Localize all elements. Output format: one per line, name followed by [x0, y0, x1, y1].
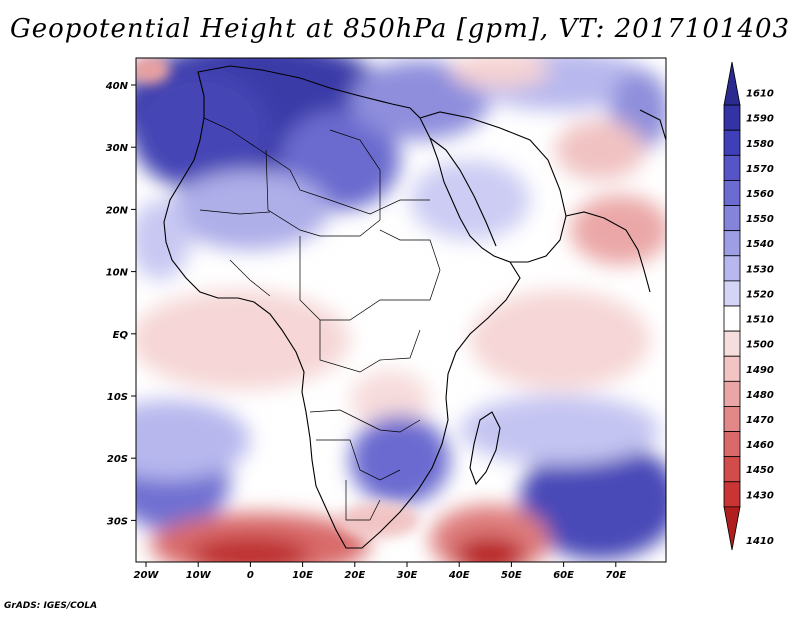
colorbar-swatch	[723, 481, 741, 508]
y-tick-label: EQ	[113, 330, 129, 341]
y-tick-label: 20N	[106, 205, 129, 216]
colorbar-swatch	[723, 431, 741, 458]
colorbar-label: 1480	[746, 390, 774, 401]
y-tick-label: 10N	[106, 268, 129, 279]
colorbar-label: 1520	[746, 289, 774, 300]
colorbar-swatch	[723, 355, 741, 382]
colorbar-label: 1530	[746, 264, 774, 275]
colorbar-label: 1470	[746, 415, 774, 426]
grads-credit: GrADS: IGES/COLA	[4, 601, 98, 611]
y-tick-label: 30N	[106, 143, 129, 154]
colorbar-label: 1560	[746, 189, 774, 200]
x-tick-label: 30E	[397, 570, 418, 581]
colorbar-label: 1450	[746, 465, 774, 476]
x-tick-label: 10W	[186, 570, 212, 581]
y-tick-label: 20S	[107, 454, 128, 465]
colorbar-swatch	[723, 61, 741, 106]
colorbar-label: 1610	[746, 89, 774, 100]
plot-frame	[135, 57, 667, 563]
colorbar-label: 1580	[746, 139, 774, 150]
x-tick-label: 20W	[134, 570, 160, 581]
height-field	[136, 58, 666, 562]
x-tick-label: 70E	[605, 570, 626, 581]
colorbar-label: 1540	[746, 239, 774, 250]
x-axis: 20W 10W 0 10E 20E 30E 40E 50E 60E 70E	[134, 562, 626, 581]
colorbar-label: 1590	[746, 114, 774, 125]
colorbar-swatch	[723, 154, 741, 181]
x-tick-label: 50E	[501, 570, 522, 581]
colorbar-swatch	[723, 205, 741, 232]
colorbar-label: 1490	[746, 365, 774, 376]
x-tick-label: 60E	[553, 570, 574, 581]
colorbar-swatch	[723, 406, 741, 432]
country-borders	[199, 117, 441, 521]
coastline-outline	[163, 65, 666, 549]
colorbar-swatch	[723, 506, 741, 551]
colorbar-swatch	[723, 255, 741, 282]
colorbar-swatch	[723, 230, 741, 257]
x-tick-label: 20E	[344, 570, 365, 581]
colorbar-label: 1570	[746, 164, 774, 175]
colorbar-label: 1500	[746, 340, 774, 351]
y-tick-label: 10S	[107, 392, 128, 403]
colorbar-swatch	[723, 129, 741, 156]
colorbar-label: 1550	[746, 214, 774, 225]
colorbar-swatch	[723, 104, 741, 131]
colorbar-label: 1430	[746, 490, 774, 501]
y-axis: 40N 30N 20N 10N EQ 10S 20S 30S	[105, 81, 136, 527]
colorbar-label: 1510	[746, 315, 774, 326]
x-tick-label: 40E	[448, 570, 470, 581]
colorbar-swatch	[723, 380, 741, 407]
colorbar-swatch	[723, 456, 741, 483]
colorbar-label: 1410	[746, 536, 774, 547]
x-tick-label: 0	[247, 570, 254, 581]
colorbar-swatch	[723, 305, 741, 332]
colorbar-swatch	[723, 180, 741, 206]
colorbar: 1610 1590 1580 1570 1560 1550 1540 1530 1520 1510…	[723, 61, 774, 551]
y-tick-label: 40N	[105, 81, 129, 92]
colorbar-label: 1460	[746, 440, 774, 451]
map-title: Geopotential Height at 850hPa [gpm], VT:…	[9, 14, 791, 44]
y-tick-label: 30S	[107, 516, 128, 527]
x-tick-label: 10E	[292, 570, 313, 581]
colorbar-swatch	[723, 280, 741, 307]
colorbar-swatch	[723, 330, 741, 357]
